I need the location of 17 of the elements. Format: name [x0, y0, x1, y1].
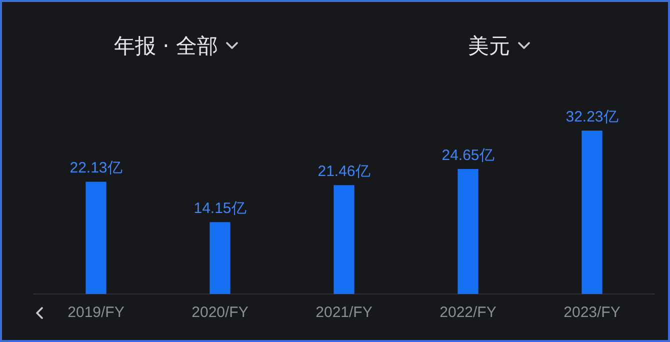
x-tick-label: 2023/FY: [564, 304, 620, 322]
bar: [582, 130, 602, 294]
data-label: 24.65亿: [442, 146, 494, 164]
data-label: 22.13亿: [70, 160, 122, 177]
data-label: 21.46亿: [318, 163, 370, 180]
bar: [210, 222, 230, 294]
bar: [334, 185, 354, 294]
text: 美元: [468, 33, 510, 60]
bar: [86, 182, 106, 294]
x-tick-label: 2019/FY: [68, 304, 124, 322]
x-tick-label: 2021/FY: [316, 304, 372, 322]
x-tick-label: 2020/FY: [192, 304, 248, 322]
data-label: 14.15亿: [194, 200, 246, 218]
data-label: 32.23亿: [566, 108, 618, 126]
bar: [458, 169, 478, 294]
text: 年报 · 全部: [114, 33, 218, 60]
x-tick-label: 2022/FY: [440, 304, 496, 322]
